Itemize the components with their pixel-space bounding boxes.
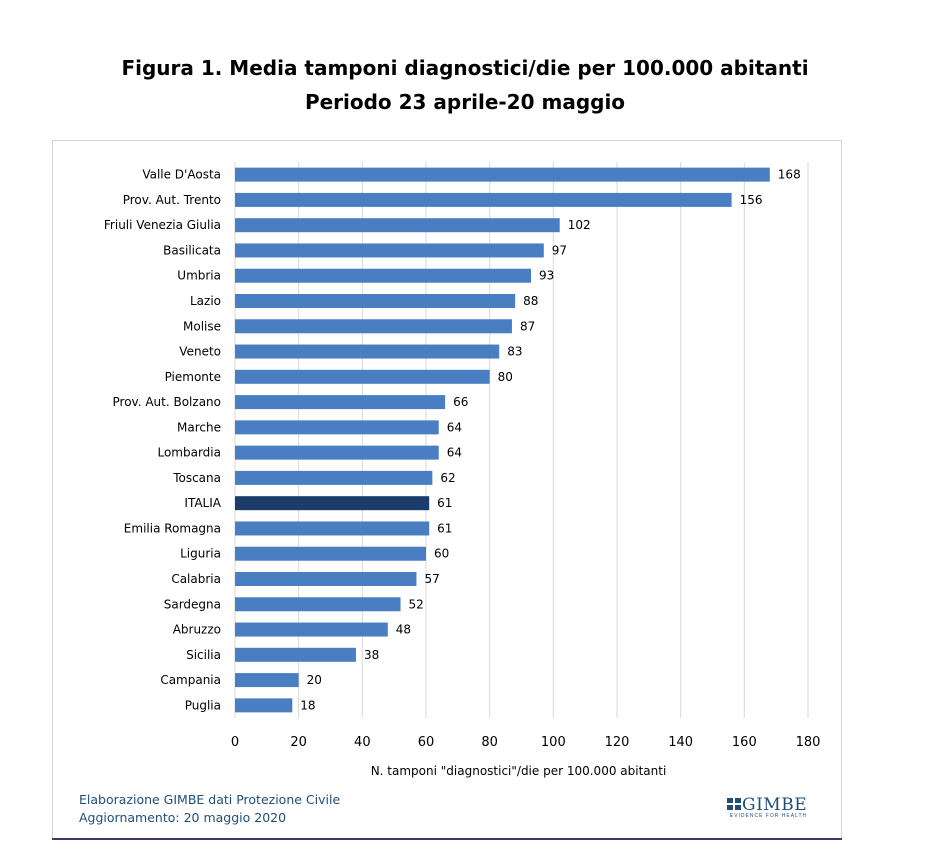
- bar: [235, 445, 439, 460]
- bar: [235, 698, 293, 713]
- x-tick-label: 140: [668, 735, 693, 750]
- chart-subtitle: Periodo 23 aprile-20 maggio: [304, 90, 626, 114]
- bar: [235, 243, 544, 258]
- data-label: 88: [523, 294, 538, 308]
- bar: [235, 597, 401, 612]
- x-tick-label: 120: [605, 735, 630, 750]
- data-label: 20: [307, 673, 322, 687]
- data-label: 38: [364, 648, 379, 662]
- category-label: Puglia: [185, 698, 221, 712]
- x-tick-label: 100: [541, 735, 566, 750]
- category-label: Piemonte: [165, 370, 221, 384]
- category-label: Lombardia: [157, 446, 221, 460]
- x-tick-label: 180: [796, 735, 821, 750]
- category-label: Prov. Aut. Bolzano: [113, 395, 222, 409]
- category-label: Veneto: [179, 345, 221, 359]
- category-label: Marche: [177, 420, 221, 434]
- bar: [235, 572, 417, 586]
- data-label: 61: [437, 521, 452, 535]
- data-label: 52: [409, 597, 424, 611]
- bar: [235, 395, 446, 410]
- logo-text: GIMBE: [742, 795, 808, 815]
- bar: [235, 521, 430, 536]
- data-label: 57: [424, 572, 439, 586]
- data-label: 64: [447, 420, 462, 434]
- bar: [235, 167, 770, 182]
- category-label: Valle D'Aosta: [142, 168, 221, 182]
- category-label: Emilia Romagna: [124, 521, 221, 535]
- data-label: 93: [539, 269, 554, 283]
- bar: [235, 496, 430, 511]
- category-label: Lazio: [190, 294, 221, 308]
- category-label: Friuli Venezia Giulia: [104, 218, 221, 232]
- category-label: Calabria: [171, 572, 221, 586]
- bar: [235, 319, 512, 334]
- data-label: 80: [498, 370, 513, 384]
- bar: [235, 647, 356, 662]
- x-tick-label: 60: [418, 735, 435, 750]
- x-axis-label: N. tamponi "diagnostici"/die per 100.000…: [371, 764, 667, 778]
- category-label: ITALIA: [184, 496, 221, 510]
- category-label: Liguria: [180, 547, 221, 561]
- x-tick-label: 160: [732, 735, 757, 750]
- category-label: Sardegna: [164, 597, 221, 611]
- category-label: Basilicata: [163, 243, 221, 257]
- bar: [235, 344, 500, 359]
- bar: [235, 218, 560, 233]
- category-label: Campania: [160, 673, 221, 687]
- data-label: 48: [396, 623, 411, 637]
- category-label: Molise: [183, 319, 221, 333]
- bar: [235, 369, 490, 384]
- bar: [235, 673, 299, 688]
- bar: [235, 470, 433, 485]
- footer-source: Elaborazione GIMBE dati Protezione Civil…: [79, 792, 341, 807]
- data-label: 66: [453, 395, 468, 409]
- category-label: Prov. Aut. Trento: [123, 193, 221, 207]
- gimbe-logo: GIMBE EVIDENCE FOR HEALTH: [727, 795, 807, 819]
- data-label: 156: [740, 193, 763, 207]
- data-label: 102: [568, 218, 591, 232]
- x-tick-label: 80: [481, 735, 498, 750]
- bar: [235, 622, 388, 637]
- x-tick-label: 0: [231, 735, 239, 750]
- footer-update: Aggiornamento: 20 maggio 2020: [79, 810, 287, 825]
- bar: [235, 192, 732, 207]
- category-label: Sicilia: [186, 648, 221, 662]
- chart-title: Figura 1. Media tamponi diagnostici/die …: [121, 56, 809, 80]
- logo-tagline: EVIDENCE FOR HEALTH: [729, 813, 808, 819]
- category-label: Abruzzo: [173, 623, 221, 637]
- x-tick-label: 20: [290, 735, 307, 750]
- bottom-rule: [52, 838, 842, 840]
- bar: [235, 420, 439, 435]
- bar: [235, 546, 426, 561]
- data-label: 97: [552, 243, 567, 257]
- category-label: Umbria: [177, 269, 221, 283]
- data-label: 83: [507, 345, 522, 359]
- x-tick-label: 40: [354, 735, 371, 750]
- bar: [235, 294, 516, 308]
- data-label: 18: [300, 698, 315, 712]
- bar: [235, 268, 532, 283]
- data-label: 60: [434, 547, 449, 561]
- gimbe-logo-icon: [727, 798, 741, 810]
- data-label: 64: [447, 446, 462, 460]
- data-label: 87: [520, 319, 535, 333]
- data-label: 62: [440, 471, 455, 485]
- category-label: Toscana: [172, 471, 221, 485]
- data-label: 168: [778, 168, 801, 182]
- data-label: 61: [437, 496, 452, 510]
